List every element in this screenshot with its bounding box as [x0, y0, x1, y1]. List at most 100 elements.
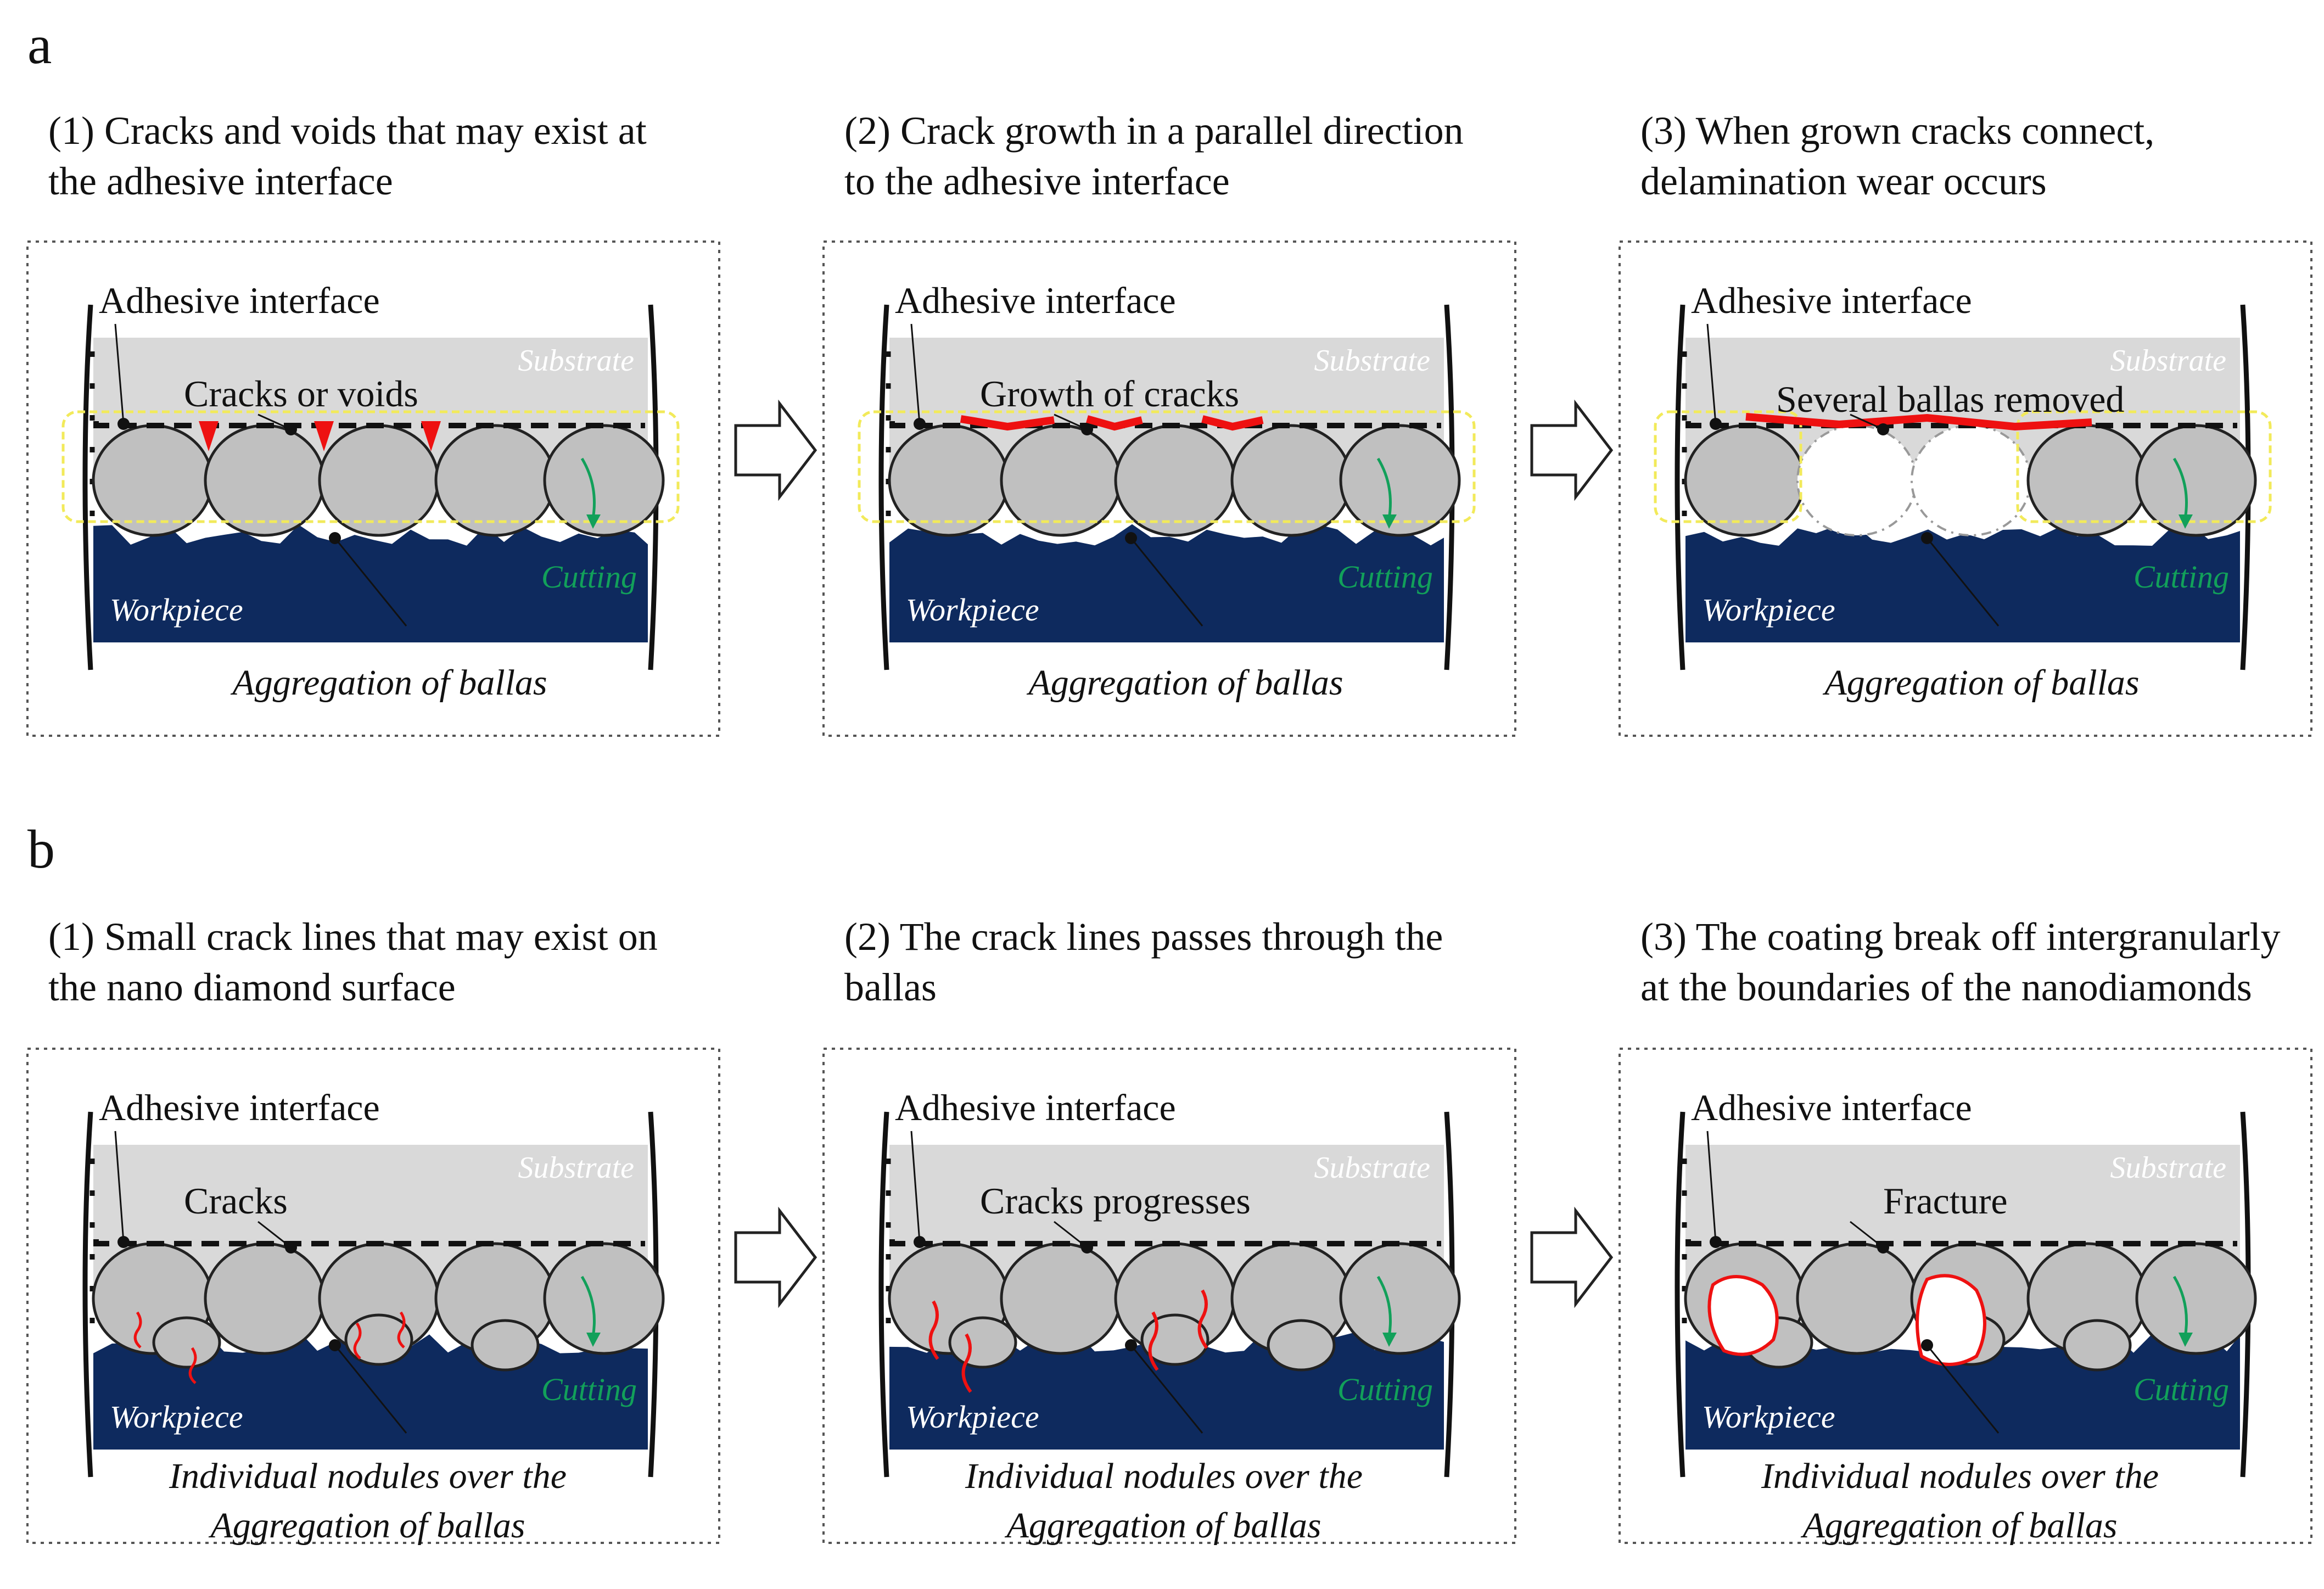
bottom-label: Aggregation of ballas: [1026, 663, 1343, 703]
ballas-grain: [1000, 1242, 1122, 1355]
crack-line: [928, 1300, 939, 1360]
leader-dot: [329, 532, 341, 544]
cutting-label: Cutting: [2133, 1372, 2229, 1407]
panel-frame: [822, 240, 1516, 737]
callout-label: Fracture: [1883, 1180, 2008, 1222]
leader-dot: [117, 1236, 130, 1248]
ballas-grain: [1339, 1242, 1461, 1355]
panel-caption-line2: delamination wear occurs: [1640, 159, 2047, 203]
leader-line: [910, 1131, 921, 1243]
leader-line: [1926, 1345, 2000, 1434]
leader-dot: [329, 1339, 341, 1351]
small-nodule: [471, 1319, 540, 1372]
small-nodule: [948, 1316, 1017, 1369]
fracture-cavity: [1707, 1275, 1779, 1356]
callout-label: Cracks progresses: [980, 1180, 1251, 1222]
callout-label: Several ballas removed: [1776, 378, 2124, 420]
panel-caption-line1: (2) Crack growth in a parallel direction: [844, 109, 1464, 153]
ballas-grain: [1684, 424, 1806, 537]
substrate-label: Substrate: [518, 344, 634, 378]
substrate-label: Substrate: [1314, 344, 1430, 378]
left-bracket: [878, 1111, 889, 1478]
crack-void: [421, 421, 441, 451]
leader-dot: [1921, 532, 1933, 544]
panel-caption-line1: (3) The coating break off intergranularl…: [1640, 915, 2281, 959]
crack-line: [188, 1347, 197, 1384]
ballas-grain: [2135, 424, 2257, 537]
callout-label: Cracks: [184, 1180, 288, 1222]
bottom-label-line2: Aggregation of ballas: [1004, 1506, 1321, 1546]
ballas-grain: [1796, 1242, 1918, 1355]
cutting-label: Cutting: [1337, 559, 1433, 595]
workpiece-label: Workpiece: [906, 1399, 1039, 1435]
adhesive-interface-label: Adhesive interface: [99, 1087, 380, 1128]
bottom-label: Aggregation of ballas: [1822, 663, 2139, 703]
cutting-label: Cutting: [541, 1372, 637, 1407]
leader-line: [910, 323, 921, 424]
small-nodule: [152, 1316, 221, 1369]
workpiece-label: Workpiece: [906, 592, 1039, 628]
process-arrow: [1530, 1206, 1614, 1308]
substrate-label: Substrate: [1314, 1151, 1430, 1185]
panel-caption-line1: (1) Small crack lines that may exist on: [48, 915, 658, 959]
cutting-arrow: [2172, 1275, 2188, 1338]
ballas-grain: [204, 424, 326, 537]
cutting-label: Cutting: [2133, 559, 2229, 595]
section-label-a: a: [27, 14, 52, 75]
left-bracket: [82, 304, 93, 670]
crack-connected: [1745, 413, 2092, 431]
cutting-arrow-head: [2179, 514, 2193, 529]
leader-dot: [117, 418, 130, 430]
small-nodule: [1140, 1313, 1209, 1366]
leader-dot: [1877, 1241, 1889, 1254]
panel-frame: [26, 1048, 720, 1544]
cutting-arrow: [580, 1275, 596, 1338]
leader-line: [1130, 1345, 1203, 1434]
crack-line: [961, 1333, 972, 1393]
cutting-label: Cutting: [1337, 1372, 1433, 1407]
ballas-grain: [888, 424, 1010, 537]
panel-caption-line2: to the adhesive interface: [844, 159, 1230, 203]
cutting-label: Cutting: [541, 559, 637, 595]
bottom-label-line2: Aggregation of ballas: [1800, 1506, 2117, 1546]
crack-line: [397, 1311, 406, 1349]
small-nodule: [344, 1313, 413, 1366]
bottom-label-line1: Individual nodules over the: [965, 1456, 1363, 1496]
leader-dot: [1877, 423, 1889, 435]
workpiece-label: Workpiece: [1702, 592, 1835, 628]
panel-caption-line1: (3) When grown cracks connect,: [1640, 109, 2154, 153]
panel-b3: Substrate Workpiece Adhesive interface Frac…: [1619, 1048, 2312, 1546]
workpiece-label: Workpiece: [110, 592, 243, 628]
adhesive-interface-label: Adhesive interface: [1691, 1087, 1972, 1128]
panel-caption-line1: (1) Cracks and voids that may exist at: [48, 109, 647, 153]
cutting-arrow: [1376, 457, 1392, 519]
adhesive-interface-label: Adhesive interface: [99, 279, 380, 321]
section-label-b: b: [27, 819, 55, 880]
highlight-region: [61, 410, 680, 523]
leader-line: [334, 1345, 407, 1434]
ballas-grain: [1339, 424, 1461, 537]
crack-void: [199, 421, 219, 451]
left-bracket: [1675, 304, 1685, 670]
ballas-grain: [318, 424, 440, 537]
ballas-grain: [543, 1242, 665, 1355]
workpiece-label: Workpiece: [1702, 1399, 1835, 1435]
leader-line: [114, 323, 125, 424]
leader-dot: [1125, 532, 1137, 544]
callout-label: Cracks or voids: [184, 373, 418, 415]
removed-grain-outline: [1911, 424, 2031, 536]
adhesive-interface-label: Adhesive interface: [1691, 279, 1972, 321]
removed-grain-outline: [1796, 424, 1917, 536]
panel-caption-line2: ballas: [844, 965, 937, 1009]
crack-line: [1148, 1311, 1159, 1371]
leader-line: [1706, 1131, 1717, 1243]
left-bracket: [82, 1111, 93, 1478]
leader-line: [334, 538, 407, 626]
workpiece-label: Workpiece: [110, 1399, 243, 1435]
bottom-label-line2: Aggregation of ballas: [208, 1506, 525, 1546]
cutting-arrow-head: [586, 1333, 601, 1347]
cutting-arrow: [1376, 1275, 1392, 1338]
substrate-label: Substrate: [2110, 344, 2226, 378]
small-nodule: [2063, 1319, 2132, 1372]
panel-a2: Substrate Workpiece Adhesive interface Grow…: [822, 240, 1516, 737]
